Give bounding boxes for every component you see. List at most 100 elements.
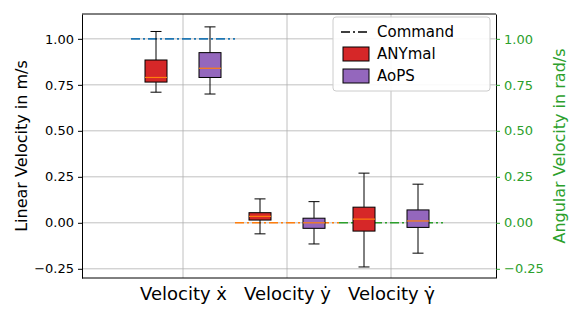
tick-label: 0.00	[45, 215, 74, 230]
whisker	[364, 173, 365, 207]
tick: 0.00	[45, 215, 82, 230]
tick: Velocity ẋ	[140, 283, 227, 304]
whisker-cap	[413, 253, 424, 254]
tick-label: Velocity γ̇	[348, 283, 435, 304]
grid	[82, 14, 496, 278]
axis-title: Angular Velocity in rad/s	[550, 48, 569, 243]
tick: 0.75	[496, 77, 533, 92]
median	[199, 68, 221, 69]
y2-axis: −0.25 0.00 0.25 0.50 0.75 1.00	[496, 15, 544, 279]
box-body	[199, 53, 221, 78]
legend-box	[333, 17, 490, 91]
tick-mark	[78, 223, 82, 224]
median	[407, 220, 429, 221]
tick-mark	[496, 177, 500, 178]
median	[303, 222, 325, 223]
tick-mark	[78, 39, 82, 40]
tick-label: 0.25	[504, 169, 533, 184]
axis-line	[496, 15, 497, 279]
tick: 0.25	[496, 169, 533, 184]
command-line	[131, 38, 235, 40]
whisker	[260, 220, 261, 234]
axis-title: Linear Velocity in m/s	[12, 60, 31, 232]
legend-swatch	[343, 47, 369, 61]
tick-mark	[78, 269, 82, 270]
box-body	[249, 213, 271, 220]
box-body	[407, 210, 429, 227]
box	[199, 27, 221, 94]
tick-label: 0.50	[45, 123, 74, 138]
grid-line	[287, 14, 288, 278]
box	[407, 184, 429, 253]
whisker-cap	[151, 92, 162, 93]
grid-line	[82, 176, 496, 177]
tick-label: 0.50	[504, 123, 533, 138]
whisker	[418, 184, 419, 210]
legend: Command ANYmal AoPS	[333, 17, 490, 91]
legend-label: Command	[377, 23, 454, 41]
whisker-cap	[309, 243, 320, 244]
frame	[82, 278, 496, 279]
grid-line	[183, 14, 184, 278]
tick-mark	[78, 177, 82, 178]
axis-line	[82, 15, 83, 279]
tick-mark	[78, 131, 82, 132]
box-body	[303, 218, 325, 228]
tick: 0.00	[496, 215, 533, 230]
median	[353, 219, 375, 220]
tick-mark	[496, 39, 500, 40]
tick-label: 1.00	[504, 31, 533, 46]
box-body	[353, 207, 375, 231]
tick-label: 0.25	[45, 169, 74, 184]
tick-mark	[496, 131, 500, 132]
whisker	[156, 82, 157, 92]
tick: 0.25	[45, 169, 82, 184]
tick-mark	[496, 85, 500, 86]
legend-swatch	[343, 69, 369, 83]
whisker	[156, 31, 157, 60]
tick: Velocity ẏ	[244, 283, 331, 304]
tick: 0.50	[45, 123, 82, 138]
whisker-cap	[359, 266, 370, 267]
whisker-cap	[309, 201, 320, 202]
frame	[82, 14, 496, 15]
whisker-cap	[151, 31, 162, 32]
whisker	[314, 202, 315, 219]
tick: Velocity γ̇	[348, 283, 435, 304]
tick-mark	[496, 223, 500, 224]
tick: 1.00	[45, 31, 82, 46]
tick-mark	[78, 85, 82, 86]
median	[249, 216, 271, 217]
tick: 0.75	[45, 77, 82, 92]
whisker-cap	[413, 184, 424, 185]
grid-line	[82, 222, 496, 223]
tick-label: −0.25	[504, 261, 544, 276]
tick: −0.25	[34, 261, 82, 276]
grid-line	[82, 130, 496, 131]
box	[303, 202, 325, 244]
whisker-cap	[255, 198, 266, 199]
box-body	[145, 60, 167, 82]
whisker	[210, 27, 211, 53]
whisker	[364, 231, 365, 267]
tick-label: 0.00	[504, 215, 533, 230]
tick-label: 0.75	[45, 77, 74, 92]
legend-label: AoPS	[377, 67, 415, 85]
grid-line	[82, 268, 496, 269]
x-axis: Velocity ẋ Velocity ẏ Velocity γ̇	[140, 283, 435, 304]
box	[353, 173, 375, 267]
tick-label: Velocity ẋ	[140, 283, 227, 304]
y-axis: −0.25 0.00 0.25 0.50 0.75 1.00	[34, 15, 82, 279]
tick: −0.25	[496, 261, 544, 276]
whisker	[260, 199, 261, 213]
legend-label: ANYmal	[377, 45, 436, 63]
tick-label: −0.25	[34, 261, 74, 276]
tick: 1.00	[496, 31, 533, 46]
whisker	[210, 77, 211, 94]
whisker	[418, 227, 419, 253]
tick: 0.50	[496, 123, 533, 138]
whisker-cap	[205, 94, 216, 95]
box	[249, 199, 271, 234]
median	[145, 77, 167, 78]
legend-swatch	[341, 31, 369, 33]
